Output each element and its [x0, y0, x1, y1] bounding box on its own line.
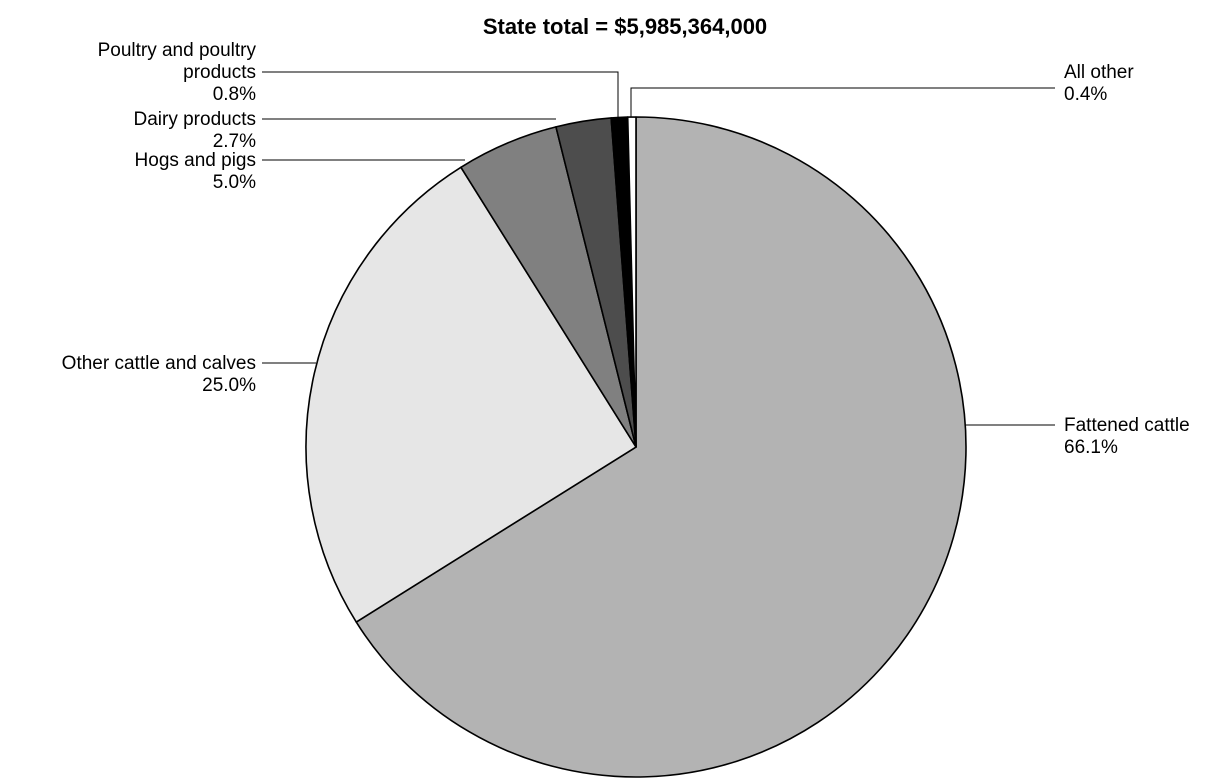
slice-value-label-5: 0.4%: [1064, 84, 1107, 105]
slice-name-label-0: Fattened cattle: [1064, 415, 1190, 436]
leader-line-5: [630, 87, 1055, 117]
slice-name-label-5: All other: [1064, 62, 1134, 83]
slice-name-label-4: products: [183, 62, 256, 83]
slice-value-label-1: 25.0%: [202, 375, 256, 396]
slice-value-label-3: 2.7%: [213, 131, 256, 152]
leader-lines: [262, 71, 1055, 426]
pie-slices: [305, 116, 967, 778]
slice-name-label-2: Hogs and pigs: [135, 150, 256, 171]
slice-value-label-2: 5.0%: [213, 172, 256, 193]
pie-slice-1: [305, 166, 637, 623]
pie-slice-5: [626, 116, 637, 448]
slice-name-label-1: Other cattle and calves: [62, 353, 256, 374]
slice-name-label-4: Poultry and poultry: [98, 40, 257, 61]
slice-name-label-3: Dairy products: [134, 109, 257, 130]
slice-value-label-4: 0.8%: [213, 84, 256, 105]
pie-slice-0: [355, 116, 967, 778]
chart-title: State total = $5,985,364,000: [483, 14, 767, 39]
leader-line-4: [262, 71, 619, 117]
slice-value-label-0: 66.1%: [1064, 437, 1118, 458]
